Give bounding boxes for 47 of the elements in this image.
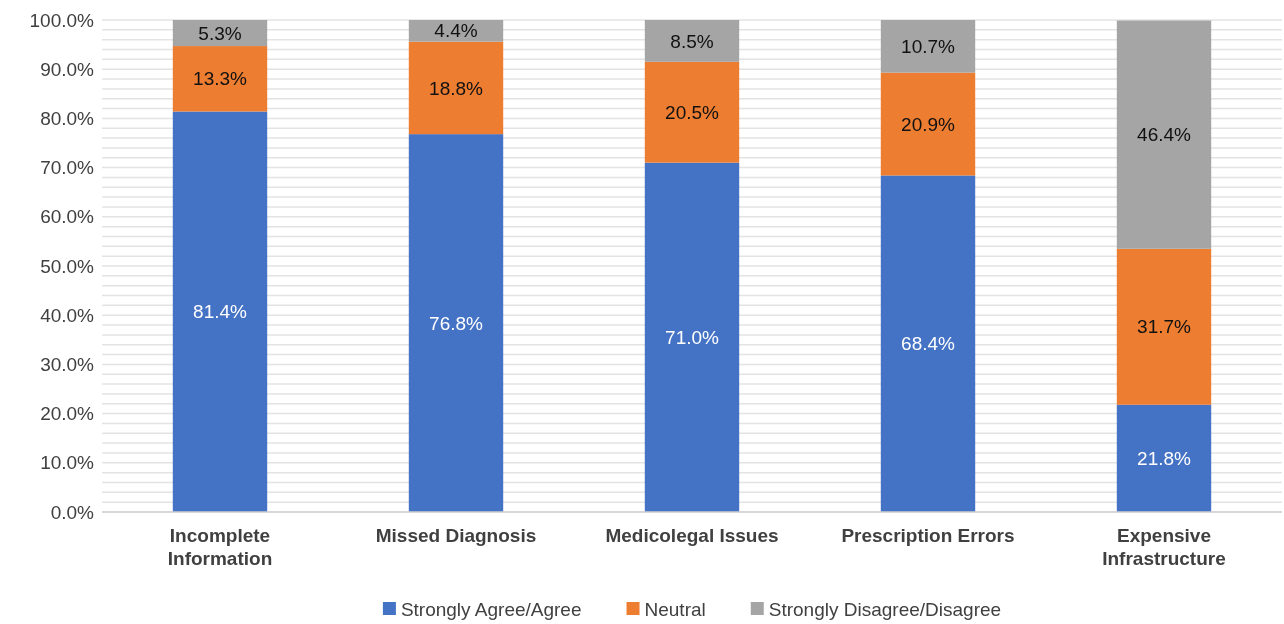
bar: [880, 72, 976, 176]
y-tick-label: 70.0%: [40, 157, 95, 179]
data-label: 46.4%: [1137, 124, 1192, 146]
bar: [1116, 20, 1212, 249]
data-label: 4.4%: [434, 20, 478, 42]
y-tick-label: 80.0%: [40, 107, 95, 129]
data-label: 81.4%: [193, 301, 248, 323]
y-tick-label: 40.0%: [40, 304, 95, 326]
bar: [880, 20, 976, 73]
bar: [644, 162, 740, 512]
y-tick-label: 50.0%: [40, 255, 95, 277]
bar: [172, 46, 268, 112]
data-label: 8.5%: [670, 30, 714, 52]
data-label: 13.3%: [193, 68, 248, 90]
y-tick-label: 10.0%: [40, 452, 95, 474]
x-tick-label: Prescription Errors: [841, 525, 1015, 546]
legend-label: Strongly Agree/Agree: [400, 598, 582, 620]
y-tick-label: 20.0%: [40, 403, 95, 425]
legend-label: Neutral: [644, 598, 706, 620]
x-tick-label: Expensive Infrastructure: [1102, 525, 1226, 569]
x-tick-label: Incomplete Information: [167, 525, 273, 569]
y-tick-label: 100.0%: [29, 9, 95, 31]
bar: [644, 20, 740, 62]
data-label: 18.8%: [429, 77, 484, 99]
bar: [408, 41, 504, 135]
legend-label: Strongly Disagree/Disagree: [768, 598, 1002, 620]
data-label: 76.8%: [429, 312, 484, 334]
y-tick-label: 60.0%: [40, 206, 95, 228]
x-tick-label: Medicolegal Issues: [605, 525, 779, 546]
data-label: 71.0%: [665, 326, 720, 348]
bar: [1116, 248, 1212, 405]
bar: [172, 111, 268, 512]
data-label: 68.4%: [901, 333, 956, 355]
bar: [880, 175, 976, 512]
data-label: 20.5%: [665, 101, 720, 123]
data-label: 31.7%: [1137, 316, 1192, 338]
data-label: 10.7%: [901, 35, 956, 57]
bar: [1116, 404, 1212, 512]
y-tick-label: 30.0%: [40, 353, 95, 375]
data-label: 21.8%: [1137, 448, 1192, 470]
x-tick-label: Missed Diagnosis: [375, 525, 537, 546]
data-label: 5.3%: [198, 22, 242, 44]
data-label: 20.9%: [901, 113, 956, 135]
y-tick-label: 90.0%: [40, 58, 95, 80]
bar: [408, 134, 504, 512]
y-tick-label: 0.0%: [50, 501, 95, 523]
bar: [644, 61, 740, 163]
